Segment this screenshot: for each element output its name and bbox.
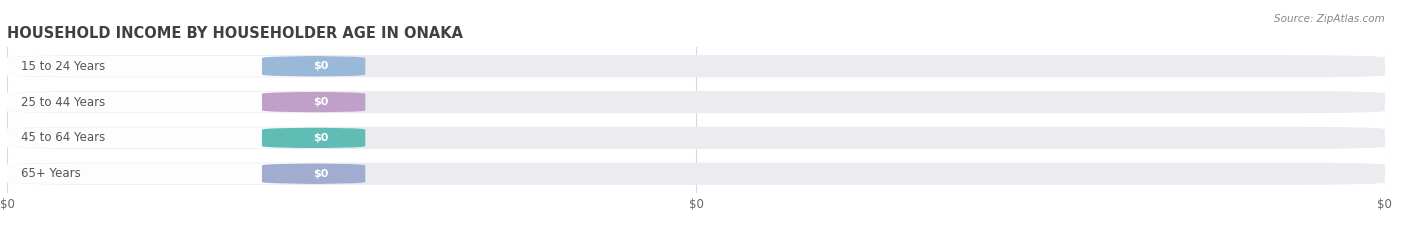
Text: $0: $0 <box>312 61 328 71</box>
FancyBboxPatch shape <box>262 92 366 113</box>
Text: $0: $0 <box>312 133 328 143</box>
Text: 65+ Years: 65+ Years <box>21 167 80 180</box>
FancyBboxPatch shape <box>7 163 1385 185</box>
FancyBboxPatch shape <box>0 127 359 148</box>
FancyBboxPatch shape <box>0 56 359 77</box>
FancyBboxPatch shape <box>262 127 366 148</box>
FancyBboxPatch shape <box>7 91 1385 113</box>
FancyBboxPatch shape <box>7 55 1385 77</box>
Text: $0: $0 <box>312 97 328 107</box>
Text: HOUSEHOLD INCOME BY HOUSEHOLDER AGE IN ONAKA: HOUSEHOLD INCOME BY HOUSEHOLDER AGE IN O… <box>7 26 463 41</box>
FancyBboxPatch shape <box>262 56 366 77</box>
FancyBboxPatch shape <box>0 163 359 184</box>
Text: 15 to 24 Years: 15 to 24 Years <box>21 60 105 73</box>
Text: $0: $0 <box>312 169 328 179</box>
FancyBboxPatch shape <box>0 92 359 113</box>
Text: Source: ZipAtlas.com: Source: ZipAtlas.com <box>1274 14 1385 24</box>
FancyBboxPatch shape <box>262 163 366 184</box>
FancyBboxPatch shape <box>7 127 1385 149</box>
Text: 25 to 44 Years: 25 to 44 Years <box>21 96 105 109</box>
Text: 45 to 64 Years: 45 to 64 Years <box>21 131 105 144</box>
